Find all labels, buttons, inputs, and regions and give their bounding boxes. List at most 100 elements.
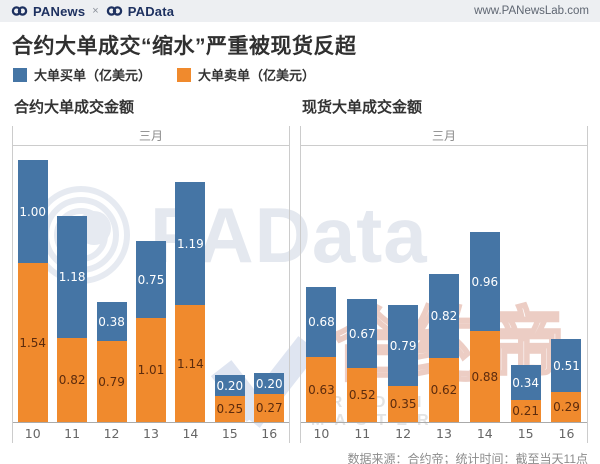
x-tick-label: 15 xyxy=(221,425,238,441)
sell-value-label: 0.21 xyxy=(512,404,539,418)
sell-value-label: 0.29 xyxy=(553,400,580,414)
buy-value-label: 0.20 xyxy=(216,378,244,393)
buy-value-label: 0.96 xyxy=(471,274,499,289)
buy-segment: 1.00 xyxy=(17,160,48,263)
sell-value-label: 0.35 xyxy=(389,397,417,411)
sell-segment: 0.62 xyxy=(428,358,459,422)
contract-chart-box: 三月 1.00 1.54 1.18 0.82 0.38 0.79 0.75 1.01 1.19 1… xyxy=(12,126,290,443)
sell-value-label: 1.01 xyxy=(137,363,165,377)
bar-14: 1.19 1.14 xyxy=(175,182,206,422)
sell-segment: 0.29 xyxy=(551,392,582,422)
x-tick-label: 14 xyxy=(182,425,199,441)
sell-swatch xyxy=(177,67,192,82)
sell-value-label: 0.25 xyxy=(216,402,244,416)
buy-segment: 0.20 xyxy=(214,375,245,396)
buy-value-label: 1.00 xyxy=(19,204,47,219)
buy-value-label: 0.67 xyxy=(348,326,376,341)
buy-segment: 0.38 xyxy=(96,302,127,341)
legend-item-sell: 大单卖单（亿美元） xyxy=(177,65,315,84)
sell-segment: 1.14 xyxy=(175,305,206,422)
x-tick-label: 13 xyxy=(436,425,452,441)
sell-segment: 1.01 xyxy=(135,318,166,422)
bar-13: 0.82 0.62 xyxy=(428,274,459,422)
sell-value-label: 0.82 xyxy=(58,373,86,387)
buy-segment: 0.34 xyxy=(510,365,541,400)
data-source-note: 数据来源：合约帝；统计时间：截至当天11点 xyxy=(347,452,588,464)
sell-segment: 1.54 xyxy=(17,263,48,422)
brand-padata: PAData xyxy=(127,3,175,19)
buy-swatch xyxy=(13,67,27,82)
charts-area: PAData 合约帝 TRADING MASTER 合约大单成交金额 三月 1.… xyxy=(12,94,588,443)
x-tick-label: 12 xyxy=(395,425,412,441)
bar-11: 1.18 0.82 xyxy=(57,216,88,422)
sell-segment: 0.88 xyxy=(469,331,500,422)
spot-chart-title: 现货大单成交金额 xyxy=(302,99,423,116)
x-tick-label: 10 xyxy=(24,425,41,441)
x-tick-label: 11 xyxy=(354,425,371,441)
x-tick-label: 16 xyxy=(261,425,278,441)
x-tick-label: 11 xyxy=(64,425,81,441)
bar-10: 1.00 1.54 xyxy=(17,160,48,422)
spot-month-header: 三月 xyxy=(301,126,587,146)
legend-item-buy: 大单买单（亿美元） xyxy=(13,65,151,84)
sell-segment: 0.79 xyxy=(96,341,127,422)
buy-value-label: 0.20 xyxy=(255,376,283,391)
buy-value-label: 0.82 xyxy=(430,309,458,323)
bar-14: 0.96 0.88 xyxy=(469,232,500,422)
bar-10: 0.68 0.63 xyxy=(306,287,337,422)
buy-value-label: 0.51 xyxy=(553,358,580,373)
contract-xaxis: 10 11 12 13 14 15 16 xyxy=(13,423,289,443)
contract-plot: 1.00 1.54 1.18 0.82 0.38 0.79 0.75 1.01 1.19 1.14… xyxy=(13,146,289,423)
buy-segment: 0.67 xyxy=(347,299,378,368)
panews-logo-icon xyxy=(11,6,28,16)
buy-segment: 0.79 xyxy=(388,305,419,386)
sell-segment: 0.27 xyxy=(254,394,285,422)
x-tick-label: 16 xyxy=(558,425,575,441)
sell-value-label: 0.52 xyxy=(348,388,376,402)
spot-plot: 0.68 0.63 0.67 0.52 0.79 0.35 0.82 0.62 0.96 0.88… xyxy=(301,146,587,423)
x-tick-label: 14 xyxy=(476,425,493,441)
chart-legend: 大单买单（亿美元） 大单卖单（亿美元） xyxy=(13,65,600,84)
top-bar: PANews × PAData www.PANewsLab.com xyxy=(0,0,600,22)
bar-16: 0.51 0.29 xyxy=(551,339,582,422)
sell-value-label: 1.14 xyxy=(177,356,204,371)
legend-buy-label: 大单买单（亿美元） xyxy=(34,68,152,83)
bar-12: 0.38 0.79 xyxy=(96,302,127,422)
x-tick-label: 10 xyxy=(313,425,330,441)
sell-value-label: 0.27 xyxy=(255,401,283,415)
sell-segment: 0.63 xyxy=(306,357,337,422)
spot-chart-box: 三月 0.68 0.63 0.67 0.52 0.79 0.35 0.82 0.62 0.96 0… xyxy=(300,126,588,443)
buy-segment: 1.19 xyxy=(175,182,206,305)
site-url: www.PANewsLab.com xyxy=(474,5,589,17)
buy-value-label: 0.79 xyxy=(389,338,417,353)
spot-xaxis: 10 11 12 13 14 15 16 xyxy=(301,423,587,443)
padata-logo-icon xyxy=(106,6,122,16)
bar-16: 0.20 0.27 xyxy=(254,373,285,422)
x-tick-label: 12 xyxy=(103,425,120,441)
sell-value-label: 0.79 xyxy=(98,374,125,389)
bar-11: 0.67 0.52 xyxy=(347,299,378,422)
legend-sell-label: 大单卖单（亿美元） xyxy=(198,68,316,83)
brand-separator: × xyxy=(92,5,99,17)
sell-value-label: 0.63 xyxy=(308,382,335,397)
buy-value-label: 0.34 xyxy=(512,375,539,390)
bar-12: 0.79 0.35 xyxy=(388,305,419,422)
sell-segment: 0.21 xyxy=(510,400,541,422)
buy-segment: 0.75 xyxy=(135,241,166,318)
buy-segment: 1.18 xyxy=(57,216,88,338)
x-tick-label: 15 xyxy=(517,425,534,441)
buy-value-label: 1.19 xyxy=(177,236,204,251)
sell-value-label: 1.54 xyxy=(19,335,47,350)
sell-value-label: 0.88 xyxy=(471,369,499,384)
contract-chart: 合约大单成交金额 三月 1.00 1.54 1.18 0.82 0.38 0.79 0.75… xyxy=(12,94,290,443)
sell-value-label: 0.62 xyxy=(430,383,458,397)
page-title: 合约大单成交“缩水”严重被现货反超 xyxy=(12,35,357,58)
contract-month-header: 三月 xyxy=(13,126,289,146)
bar-13: 0.75 1.01 xyxy=(135,241,166,422)
contract-chart-title: 合约大单成交金额 xyxy=(14,99,135,116)
bar-15: 0.34 0.21 xyxy=(510,365,541,422)
buy-value-label: 0.75 xyxy=(137,272,165,287)
sell-segment: 0.52 xyxy=(347,368,378,422)
sell-segment: 0.35 xyxy=(388,386,419,422)
buy-segment: 0.51 xyxy=(551,339,582,392)
